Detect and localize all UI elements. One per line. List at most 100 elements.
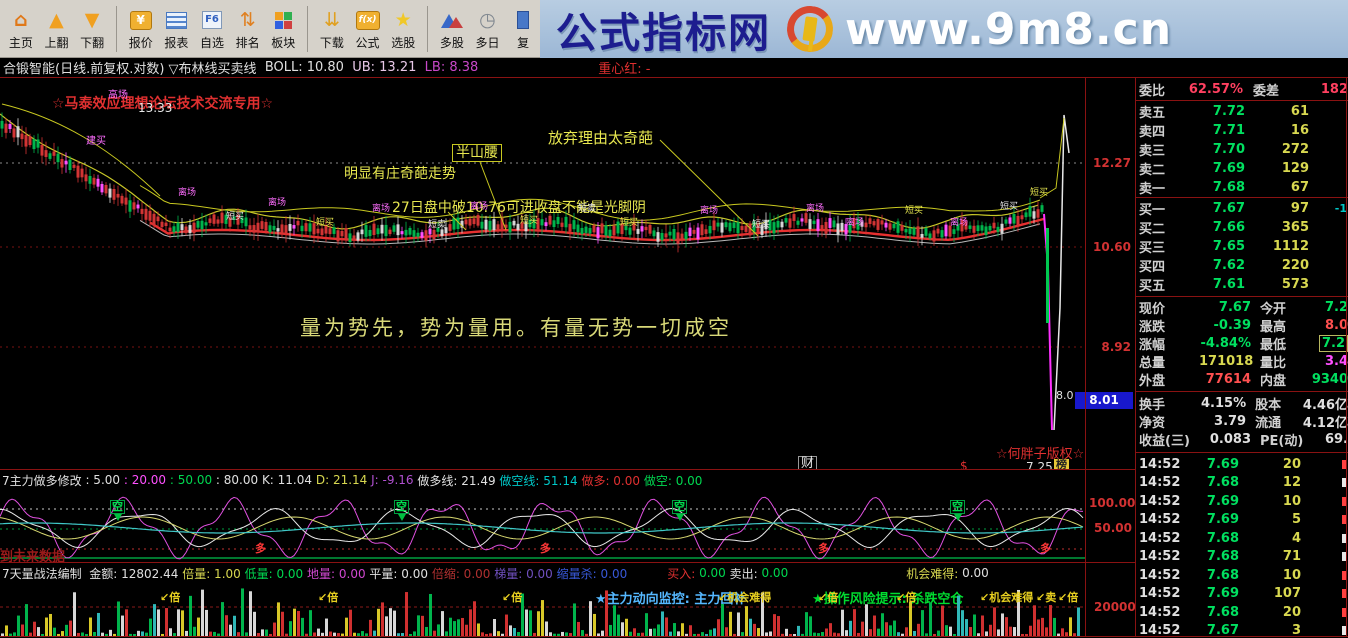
toolbar-button-page-up[interactable]: ▲ 上翻 [40, 6, 74, 51]
toolbar-label: 多股 [439, 36, 464, 50]
tick-price: 7.69 [1206, 586, 1239, 602]
toolbar-button-page-down[interactable]: ▼ 下翻 [75, 6, 109, 51]
long-signal-flag: 多 [818, 542, 829, 555]
tick-volume: 20 [1282, 456, 1301, 472]
toolbar-button-watchlist[interactable]: F6 自选 [195, 6, 229, 51]
tick-list: 14:52 7.69 20 14:52 7.68 12 14:52 7.69 10 14:52 7.… [1136, 455, 1348, 638]
chart-title-bar: 合锻智能(日线.前复权.对数) ▽布林线买卖线 BOLL: 10.80 UB: … [0, 58, 1135, 77]
tick-price: 7.68 [1206, 567, 1239, 583]
long-signal-flag: 多 [1040, 542, 1051, 555]
tick-side-marker [1301, 533, 1348, 543]
text-segment: LB: 8.38 [424, 60, 479, 75]
f6-icon: F6 [202, 6, 222, 34]
text-segment: 做多线: 21.49 [417, 473, 500, 488]
kdj-indicator-header[interactable]: 7主力做多修改 : 5.00 : 20.00 : 50.00 : 80.00 K… [0, 470, 1135, 490]
text-segment: : 80.00 [215, 473, 262, 487]
chart-text: 8.0 [1056, 389, 1074, 402]
tick-row: 14:52 7.68 4 [1136, 529, 1348, 548]
text-segment: 买入: [667, 566, 696, 581]
chart-text: ☆何胖子版权☆ [996, 447, 1085, 462]
toolbar-button-sectors[interactable]: 板块 [266, 6, 300, 51]
text-segment: 做多: 0.00 [581, 473, 644, 488]
arrow-up-icon: ▲ [49, 8, 64, 31]
toolbar-label: 排名 [235, 36, 260, 50]
ask-row[interactable]: 卖三 7.70 272 [1136, 140, 1348, 159]
ask-levels: 卖五 7.72 61 卖四 7.71 16 卖三 7.70 272 卖二 7.69 129 卖一 7.68… [1136, 102, 1348, 197]
level-price: 7.67 [1212, 201, 1245, 216]
info-value: 4.46亿 [1302, 397, 1348, 413]
volume-marker: ↙卖 [1036, 591, 1057, 604]
info-value: 7.2 [1324, 299, 1348, 315]
text-segment: K: 11.04 [261, 473, 316, 487]
level-label: 买一 [1139, 203, 1166, 218]
toolbar-button-formula[interactable]: f(x) 公式 [351, 6, 385, 51]
yen-icon: ¥ [129, 6, 152, 34]
tick-volume: 3 [1291, 623, 1301, 638]
tick-side-marker [1301, 552, 1348, 562]
toolbar-label: 主页 [8, 36, 33, 50]
level-label: 买五 [1139, 279, 1166, 294]
volume-chart[interactable]: ↙倍 ↙倍 ↙倍 ↙机会难得 ↙倍 ↙倍 ↙机会难得 ↙卖 ↙倍 [0, 585, 1085, 636]
level-label: 买二 [1139, 222, 1166, 237]
toolbar-button-download[interactable]: ⇊ 下载 [315, 6, 349, 51]
short-signal-flag: 空 [110, 500, 125, 521]
signal-label: 短买 [905, 206, 924, 216]
bid-row[interactable]: 买五 7.61 573 [1136, 275, 1348, 294]
toolbar-label: 多日 [475, 36, 500, 50]
info-label: 内盘 [1260, 373, 1287, 389]
tick-time: 14:52 [1139, 456, 1181, 472]
kdj-indicator-chart[interactable]: 空 空 空 空多 多 多 多 到未来数据 [0, 490, 1085, 563]
level-volume: 573 [1281, 277, 1309, 292]
chart-annotation: 半山腰 [452, 144, 502, 163]
toolbar-button-multi-day[interactable]: ◷ 多日 [471, 6, 505, 51]
text-segment: 卖出: [729, 566, 758, 581]
toolbar-button-quotes[interactable]: ¥ 报价 [124, 6, 158, 51]
bid-row[interactable]: 买一 7.67 97 -1 [1136, 199, 1348, 218]
chart-text: 财 [798, 456, 818, 470]
info-label: 最低 [1260, 337, 1287, 353]
info-label: 流通 [1255, 415, 1282, 431]
level-volume: 1112 [1272, 239, 1309, 254]
tick-price: 7.68 [1206, 549, 1239, 565]
toolbar-button-report[interactable]: 报表 [160, 6, 194, 51]
toolbar-button-fuquan[interactable]: 复 [506, 6, 540, 51]
toolbar-label: 自选 [200, 36, 225, 50]
info-label: 股本 [1255, 397, 1282, 413]
volume-marker: ↙倍 [1058, 591, 1079, 604]
report-icon [165, 6, 187, 34]
weibi-value: 62.57% [1188, 82, 1243, 97]
tick-time: 14:52 [1139, 549, 1181, 565]
info-value: 77614 [1205, 371, 1251, 387]
bid-row[interactable]: 买四 7.62 220 [1136, 256, 1348, 275]
ask-row[interactable]: 卖一 7.68 67 [1136, 178, 1348, 197]
text-segment: D: 21.14 [315, 473, 372, 487]
volume-marker: ↙机会难得 [718, 591, 772, 604]
chart-annotation: 27日盘中破10.76可进收盘不能是光脚阴 [392, 200, 646, 216]
bid-row[interactable]: 买二 7.66 365 [1136, 218, 1348, 237]
ask-row[interactable]: 卖四 7.71 16 [1136, 121, 1348, 140]
tick-side-marker [1301, 515, 1348, 525]
weicha-value: 182 [1320, 82, 1348, 97]
volume-marker: ↙机会难得 [980, 591, 1034, 604]
volume-indicator-header[interactable]: 7天量战法编制 金额: 12802.44 倍量: 1.00 低量: 0.00 地… [0, 563, 1135, 583]
toolbar-button-stock-pick[interactable]: ★ 选股 [386, 6, 420, 51]
ask-row[interactable]: 卖二 7.69 129 [1136, 159, 1348, 178]
kdj-axis-50: 50.00 [1094, 521, 1132, 535]
chart-text: $ [960, 459, 968, 470]
volume-marker: ↙倍 [502, 591, 523, 604]
toolbar-button-ranking[interactable]: ⇅ 排名 [231, 6, 265, 51]
volume-bars [0, 588, 1085, 636]
separator-line [0, 562, 1135, 563]
info-value: 4.12亿 [1302, 415, 1348, 431]
volume-marker: ↙倍 [318, 591, 339, 604]
bid-row[interactable]: 买三 7.65 1112 [1136, 237, 1348, 256]
info-value: -4.84% [1200, 335, 1252, 351]
tick-row: 14:52 7.68 71 [1136, 548, 1348, 567]
info-value: 4.15% [1201, 395, 1247, 411]
toolbar-button-multi-stock[interactable]: 多股 [435, 6, 469, 51]
toolbar-button-home[interactable]: ⌂ 主页 [4, 6, 38, 51]
ask-row[interactable]: 卖五 7.72 61 [1136, 102, 1348, 121]
ad-banner[interactable]: 公式指标网 www.9m8.cn [540, 0, 1348, 58]
signal-label: 短卖 [428, 220, 447, 230]
main-chart[interactable]: ☆马泰效应理想论坛技术交流专用☆ 高场 13.33 建买 量为势先，势为量用。有量无势… [0, 78, 1085, 470]
